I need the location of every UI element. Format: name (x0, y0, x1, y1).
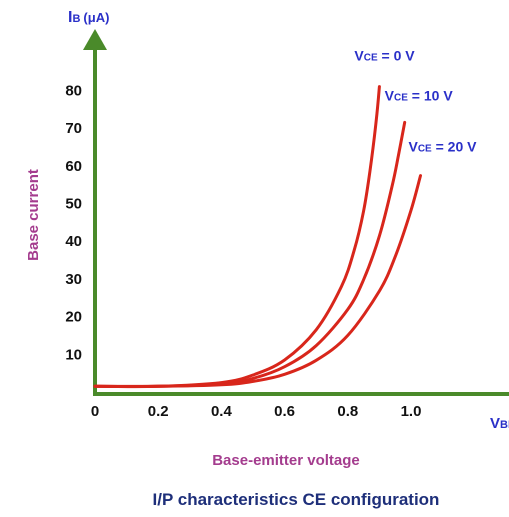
series-label-2: VCE = 10 V (385, 87, 454, 103)
y-axis-symbol: IB (μA) (68, 9, 109, 26)
y-tick-label: 70 (65, 120, 82, 137)
y-axis-symbol-main: I (68, 9, 72, 26)
tick-labels: 10 20 30 40 50 60 70 80 0 0.2 0.4 0.6 0.8 1.0 (65, 82, 421, 420)
series-label-3: VCE = 20 V (408, 139, 477, 155)
chart-title: I/P characteristics CE configuration (153, 490, 440, 509)
series-curves (93, 85, 422, 389)
y-tick-label: 80 (65, 82, 82, 99)
x-tick-label: 0 (91, 403, 99, 420)
x-axis-symbol-sub: BE (500, 419, 509, 431)
series-labels: VCE = 0 V VCE = 10 V VCE = 20 V (354, 48, 477, 155)
y-axis-arrowhead (83, 29, 107, 50)
x-axis-symbol-main: V (490, 415, 500, 432)
x-axis-label: Base-emitter voltage (212, 452, 360, 469)
y-tick-label: 40 (65, 233, 82, 250)
y-tick-label: 50 (65, 196, 82, 213)
y-axis-symbol-sub: B (72, 13, 80, 25)
x-axis-symbol: VBE (490, 415, 509, 432)
y-tick-label: 30 (65, 271, 82, 288)
series-label-1: VCE = 0 V (354, 48, 415, 64)
x-tick-label: 1.0 (401, 403, 422, 420)
y-tick-label: 20 (65, 309, 82, 326)
series-line-3 (93, 174, 422, 388)
x-tick-label: 0.2 (148, 403, 169, 420)
y-tick-label: 10 (65, 346, 82, 363)
x-tick-label: 0.8 (337, 403, 358, 420)
y-tick-label: 60 (65, 158, 82, 175)
series-line-1 (93, 85, 381, 389)
x-tick-label: 0.4 (211, 403, 233, 420)
series-line-2 (93, 120, 407, 389)
y-axis-symbol-unit: (μA) (83, 10, 109, 25)
y-axis-label: Base current (25, 169, 42, 261)
x-tick-label: 0.6 (274, 403, 295, 420)
